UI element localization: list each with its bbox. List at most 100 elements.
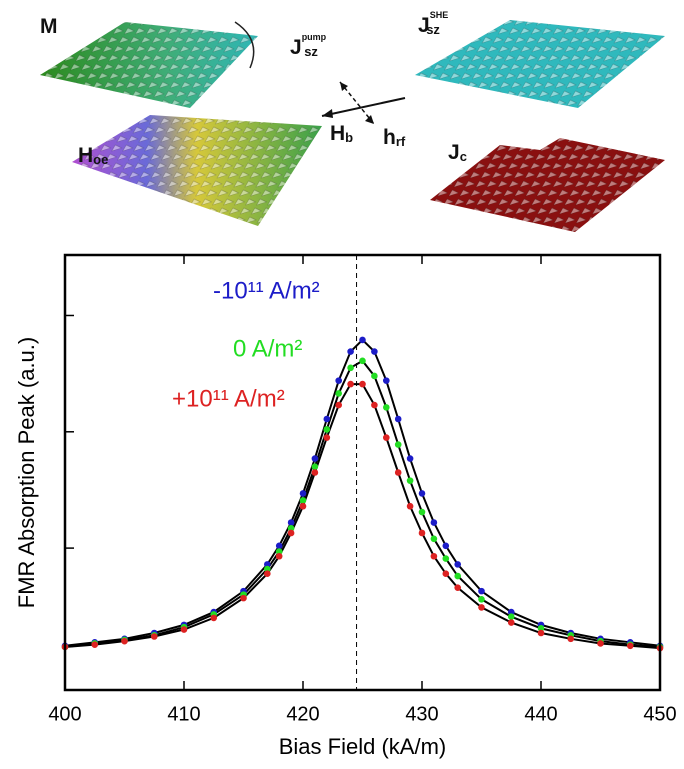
arrow-texture (40, 22, 258, 108)
data-point (323, 426, 331, 433)
label-main: H (330, 122, 345, 145)
data-point (406, 455, 414, 462)
data-point (264, 565, 271, 573)
arrow-texture (430, 138, 665, 232)
data-point (507, 613, 515, 621)
label-sub: sz (304, 44, 318, 59)
label-sub: c (460, 149, 467, 164)
data-point (335, 401, 343, 409)
data-point (287, 529, 295, 537)
data-point (454, 561, 462, 568)
data-point (264, 561, 271, 568)
illustration-label: Hb (330, 122, 353, 146)
data-point (383, 404, 390, 411)
data-point (430, 535, 438, 543)
data-point (507, 619, 515, 626)
data-point (454, 572, 462, 580)
data-point (442, 542, 450, 550)
data-point (299, 502, 307, 510)
label-sup: pump (302, 32, 327, 42)
data-point (371, 372, 378, 380)
data-point (371, 348, 378, 355)
illustration-label: Jpump sz (290, 32, 327, 59)
data-point (507, 608, 515, 616)
precession-arrow (234, 21, 255, 69)
data-point (275, 552, 283, 560)
illustration-label: hrf (383, 126, 406, 150)
data-point (626, 642, 634, 650)
illustrations (40, 20, 665, 232)
label-sub: sz (426, 22, 440, 37)
data-point (311, 455, 319, 462)
plot: 400 410 420 430 440 450 Bias Field (kA/m) FMR A… (14, 253, 677, 759)
x-tick-label: 450 (643, 703, 676, 725)
data-point (275, 542, 283, 550)
data-point (299, 497, 307, 504)
x-axis-label: Bias Field (kA/m) (279, 734, 446, 759)
data-point (537, 629, 545, 637)
illustration-label: JSHE sz (418, 10, 448, 37)
data-point (454, 584, 462, 591)
fit-line (64, 359, 661, 648)
data-point (394, 415, 402, 423)
illustration-label: Hoe (78, 144, 108, 168)
data-point (299, 490, 307, 497)
data-point (264, 570, 271, 577)
label-sub: rf (396, 134, 406, 149)
data-point (442, 570, 450, 577)
legend-entry: +10¹¹ A/m² (172, 385, 285, 412)
data-point (359, 336, 366, 344)
illustration-label: Jc (448, 141, 467, 165)
data-point (537, 625, 545, 632)
label-sub: oe (93, 152, 108, 167)
data-point (383, 377, 390, 384)
x-tick-label: 440 (524, 703, 557, 725)
data-point (240, 594, 247, 602)
illustration-label: M (40, 15, 58, 38)
data-point (418, 508, 426, 516)
label-main: H (78, 144, 93, 167)
data-point (359, 357, 366, 365)
data-point (323, 434, 331, 441)
label-main: h (383, 126, 396, 149)
fit-line (64, 383, 661, 650)
data-point (478, 595, 485, 603)
data-point (275, 548, 283, 555)
data-point (567, 635, 575, 643)
label-main: J (418, 14, 430, 37)
data-point (406, 477, 414, 484)
label-main: M (40, 15, 58, 38)
data-point (210, 614, 218, 622)
data-point (383, 434, 390, 441)
data-point (180, 626, 188, 633)
label-main: J (448, 141, 460, 164)
data-point (347, 364, 354, 372)
data-point (311, 463, 319, 470)
x-tick-label: 410 (167, 703, 200, 725)
arrow-texture (72, 115, 322, 226)
data-point (394, 469, 402, 476)
data-point (478, 604, 485, 611)
data-point (418, 529, 426, 537)
label-main: J (290, 36, 302, 59)
data-point (287, 519, 295, 526)
data-point (311, 469, 319, 476)
data-point (394, 441, 402, 448)
data-point (323, 415, 331, 423)
y-axis-label: FMR Absorption Peak (a.u.) (14, 337, 39, 608)
data-point (347, 380, 354, 388)
legend-entry: 0 A/m² (233, 335, 302, 362)
data-point (418, 490, 426, 497)
legend-entry: -10¹¹ A/m² (213, 277, 320, 304)
rf-field-arrow (339, 81, 375, 125)
data-point (430, 552, 438, 560)
arrow-head (322, 109, 333, 118)
data-point (406, 502, 414, 510)
x-tick-label: 420 (286, 703, 319, 725)
data-point (335, 377, 343, 384)
data-point (150, 633, 158, 640)
data-point (347, 348, 354, 355)
x-tick-label: 400 (48, 703, 81, 725)
